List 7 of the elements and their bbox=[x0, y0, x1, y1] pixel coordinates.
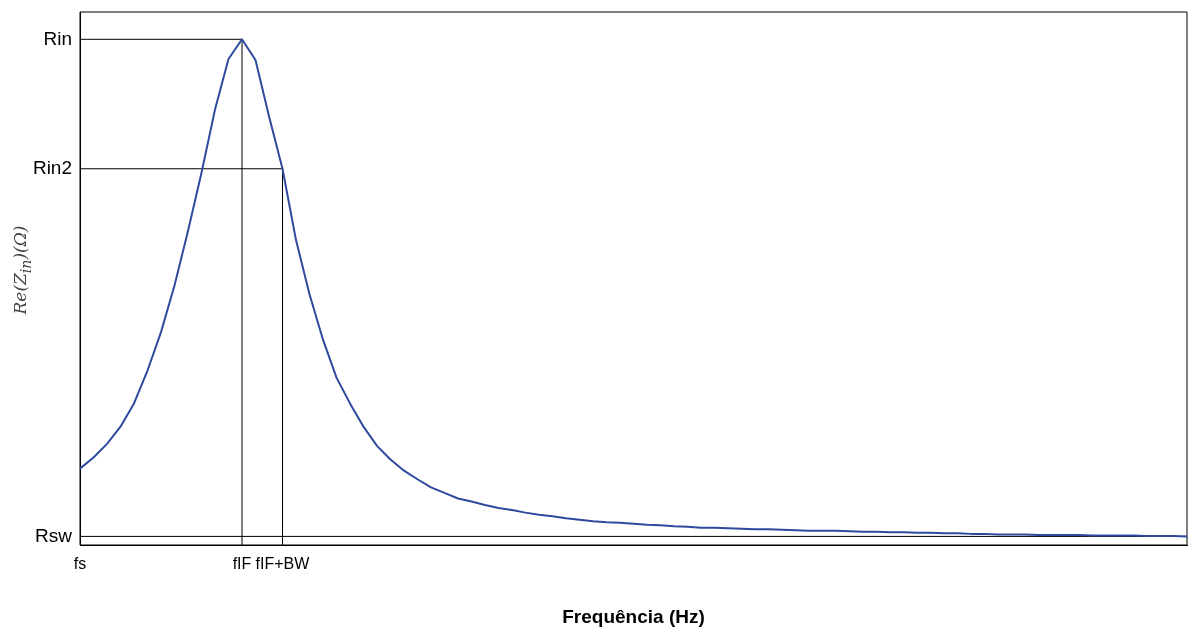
x-tick-label: fs bbox=[73, 555, 87, 573]
ref-line-label: Rin bbox=[43, 27, 72, 49]
ref-line-label: Rsw bbox=[35, 524, 73, 546]
ref-line-label: Rin2 bbox=[32, 157, 72, 178]
x-tick-label: fIF+BW bbox=[255, 555, 311, 573]
x-axis-title: Frequência (Hz) bbox=[562, 605, 705, 627]
x-tick-label: fIF bbox=[232, 555, 252, 573]
